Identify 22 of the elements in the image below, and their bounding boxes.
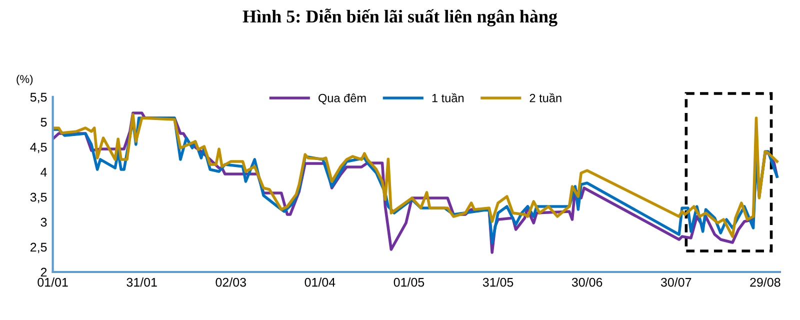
x-tick-label: 31/01 [126,278,157,287]
y-tick-label: 3 [40,218,47,227]
x-tick-label: 02/03 [216,278,246,287]
y-tick-label: 3,5 [30,192,47,204]
x-tick-label: 01/01 [38,278,68,287]
y-tick-label: 4 [40,168,47,177]
y-tick-label: 5 [40,118,47,127]
y-tick-label: 4,5 [30,142,47,154]
x-tick-label: 01/04 [304,278,336,287]
x-tick-label: 30/06 [572,278,602,287]
chart-title: Hình 5: Diễn biến lãi suất liên ngân hàng [242,8,558,26]
legend-label: 1 tuần [432,93,464,102]
x-tick-label: 29/08 [750,278,780,287]
y-axis-title: (%) [16,74,33,86]
y-tick-label: 2,5 [30,242,47,254]
x-tick-label: 30/07 [660,278,692,287]
x-tick-label: 01/05 [394,278,424,287]
y-tick-label: 5,5 [30,92,47,104]
y-tick-label: 2 [40,268,47,277]
legend-label: Qua đêm [318,94,366,104]
x-tick-label: 31/05 [482,278,514,287]
legend-label: 2 tuần [530,93,562,102]
